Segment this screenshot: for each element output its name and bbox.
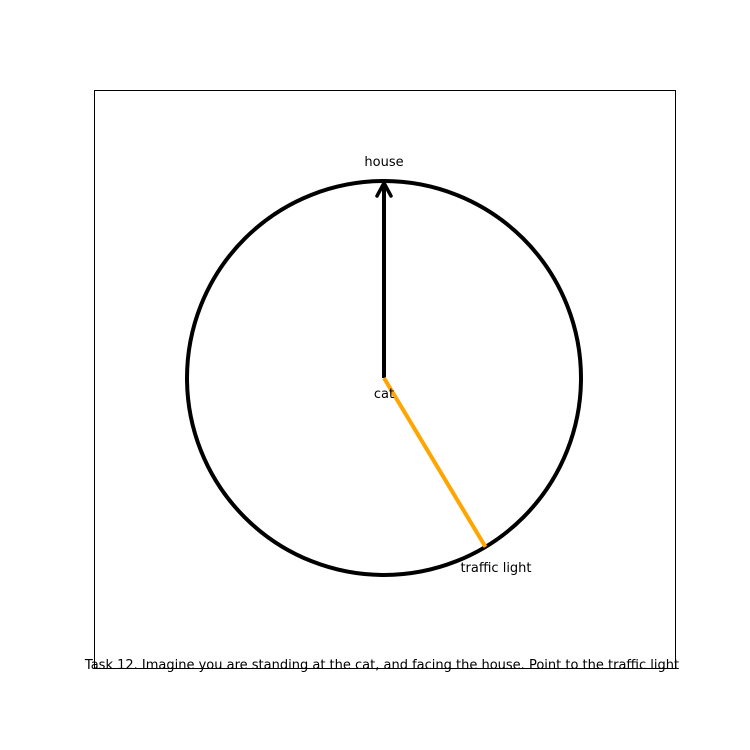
task-caption: Task 12. Imagine you are standing at the… <box>84 658 679 673</box>
heading-arrowhead <box>375 179 393 198</box>
pointer-line <box>382 376 488 548</box>
label-house: house <box>364 155 403 170</box>
plot-frame <box>94 90 676 669</box>
label-cat: cat <box>374 387 394 402</box>
label-traffic-light: traffic light <box>460 561 531 576</box>
